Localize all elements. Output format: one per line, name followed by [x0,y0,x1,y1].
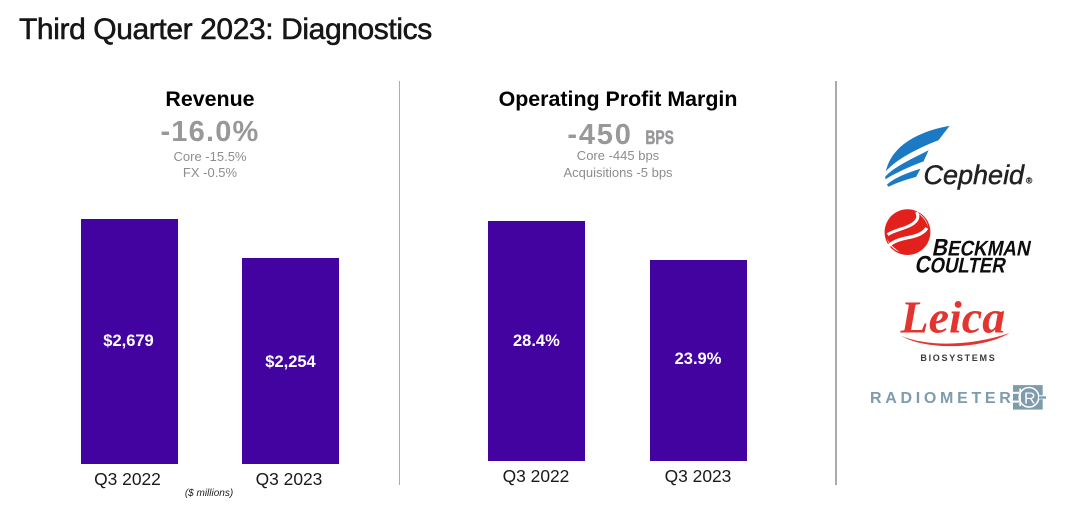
svg-text:BIOSYSTEMS: BIOSYSTEMS [920,353,996,363]
svg-text:®: ® [1026,176,1033,186]
svg-text:Cepheid: Cepheid [924,160,1026,190]
svg-text:R: R [1024,390,1036,407]
svg-text:COULTER: COULTER [913,251,1009,278]
svg-text:RADIOMETER: RADIOMETER [870,390,1015,407]
svg-text:Leica: Leica [900,293,1006,343]
svg-text:BECKMAN: BECKMAN [930,234,1034,261]
